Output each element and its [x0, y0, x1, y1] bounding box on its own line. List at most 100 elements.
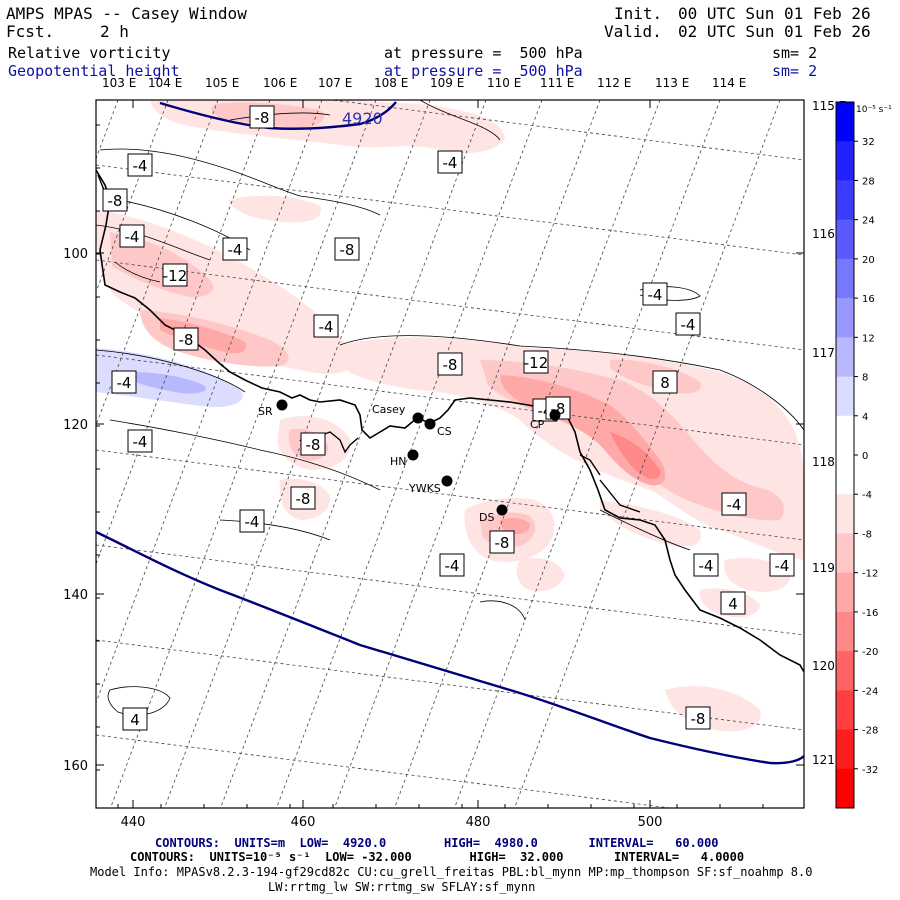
parallel-line [96, 734, 674, 808]
vorticity-label: -4 [313, 314, 339, 338]
field2-smoothing: sm= 2 [772, 62, 818, 80]
colorbar-label: -32 [862, 765, 878, 776]
vorticity-label-text: -4 [681, 316, 696, 334]
colorbar-segment [836, 611, 854, 652]
meridian-line [96, 100, 271, 566]
vorticity-label: -4 [439, 553, 465, 577]
station-label: CS [437, 425, 452, 438]
station-marker: YWKS [408, 475, 453, 495]
vorticity-label-text: -12 [163, 267, 188, 285]
vorticity-label-box [290, 486, 316, 510]
vorticity-label-box [675, 312, 701, 336]
colorbar-segment [836, 102, 854, 142]
station-label: HN [390, 455, 407, 468]
footer-height-contours: CONTOURS: UNITS=m LOW= 4920.0 HIGH= 4980… [155, 836, 719, 850]
vorticity-label-text: -4 [319, 318, 334, 336]
vorticity-label-box [127, 153, 153, 177]
vorticity-label-box [249, 105, 275, 129]
vorticity-label-text: -8 [179, 331, 194, 349]
vorticity-label-box [162, 263, 188, 287]
top-longitude-label: 105 E [205, 76, 240, 90]
vorticity-label-text: -4 [699, 557, 714, 575]
forecast-value: 2 h [100, 22, 129, 41]
parallel-line [96, 354, 804, 446]
vorticity-label-text: -4 [133, 157, 148, 175]
vorticity-label-text: -4 [245, 513, 260, 531]
vorticity-label: -4 [222, 237, 248, 261]
meridian-line [220, 100, 487, 808]
meridian-line [110, 100, 377, 808]
station-dot [424, 418, 436, 430]
y-tick-label: 120 [63, 418, 88, 433]
vorticity-label: -8 [290, 486, 316, 510]
colorbar-label: 16 [862, 294, 875, 305]
colorbar-label: -4 [862, 490, 872, 501]
vorticity-label: -8 [489, 530, 515, 554]
vorticity-label-text: -8 [255, 109, 270, 127]
vorticity-label: 4 [122, 707, 148, 731]
meridian-line [96, 100, 323, 704]
vorticity-label: -4 [127, 153, 153, 177]
colorbar-label: -16 [862, 608, 878, 619]
meridian-line [276, 100, 543, 808]
vorticity-label-text: -8 [495, 534, 510, 552]
station-dot [276, 399, 288, 411]
top-longitude-label: 114 E [712, 76, 747, 90]
valid-value: 02 UTC Sun 01 Feb 26 [678, 22, 871, 41]
vorticity-label-box [222, 237, 248, 261]
colorbar-segment [836, 376, 854, 417]
x-tick-label: 460 [291, 815, 316, 830]
colorbar-label: 24 [862, 216, 875, 227]
colorbar-segment [836, 533, 854, 574]
station-label: YWKS [408, 482, 441, 495]
vorticity-label-box [122, 707, 148, 731]
vorticity-label-box [334, 237, 360, 261]
valid-label: Valid. [604, 22, 662, 41]
init-value: 00 UTC Sun 01 Feb 26 [678, 4, 871, 23]
vorticity-label-box [642, 282, 668, 306]
x-tick-label: 480 [466, 815, 491, 830]
init-label: Init. [614, 4, 663, 23]
vorticity-label: -4 [675, 312, 701, 336]
colorbar-label: 0 [862, 451, 868, 462]
vorticity-label-box [102, 188, 128, 212]
vorticity-label-box [239, 509, 265, 533]
parallel-line [96, 164, 804, 256]
vorticity-label: -4 [693, 553, 719, 577]
vorticity-label-box [111, 370, 137, 394]
footer-vorticity-contours: CONTOURS: UNITS=10⁻⁵ s⁻¹ LOW= -32.000 HI… [130, 850, 745, 864]
field1-name: Relative vorticity [8, 44, 171, 62]
station-marker: Casey [372, 403, 424, 424]
colorbar-label: 4 [862, 412, 868, 423]
vorticity-label-box [693, 553, 719, 577]
vorticity-label-box [439, 553, 465, 577]
vorticity-label-text: -8 [306, 436, 321, 454]
colorbar-label: -28 [862, 726, 878, 737]
vorticity-label-text: -4 [133, 433, 148, 451]
x-tick-label: 500 [638, 815, 663, 830]
vorticity-label-text: -4 [443, 154, 458, 172]
vorticity-label-text: -8 [443, 356, 458, 374]
y-tick-label: 100 [63, 247, 88, 262]
footer-model-physics: LW:rrtmg_lw SW:rrtmg_sw SFLAY:sf_mynn [268, 880, 536, 894]
parallel-line [96, 449, 804, 541]
colorbar-segment [836, 572, 854, 613]
station-label: DS [479, 511, 494, 524]
top-longitude-label: 103 E [102, 76, 137, 90]
vorticity-label: 4 [720, 591, 746, 615]
meridian-line [394, 100, 661, 808]
vorticity-label-text: -4 [775, 557, 790, 575]
station-label: SR [258, 405, 273, 418]
vorticity-label: 8 [652, 370, 678, 394]
meridian-line [164, 100, 431, 808]
top-longitude-label: 104 E [148, 76, 183, 90]
colorbar-segment [836, 455, 854, 495]
station-marker: CP [530, 409, 561, 431]
station-marker: SR [258, 399, 288, 418]
vorticity-label: -4 [127, 429, 153, 453]
field2-name: Geopotential height [8, 62, 180, 80]
vorticity-label: -8 [173, 327, 199, 351]
colorbar-segment [836, 729, 854, 770]
colorbar-segment [836, 258, 854, 299]
vorticity-label-box [489, 530, 515, 554]
